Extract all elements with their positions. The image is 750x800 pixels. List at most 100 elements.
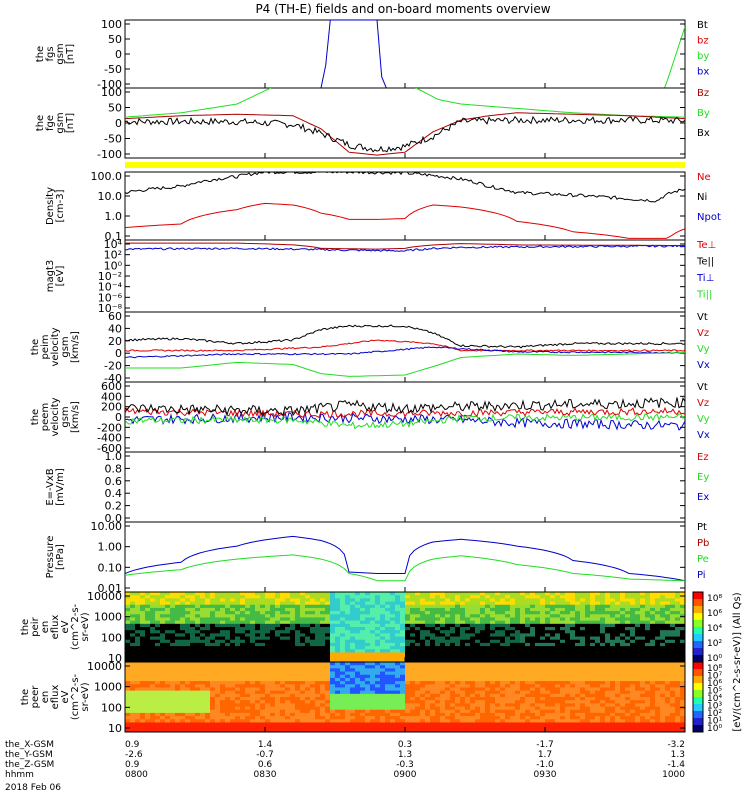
- spectrogram-cell: [270, 630, 276, 634]
- spectrogram-cell: [180, 614, 186, 618]
- spectrogram-cell: [475, 706, 481, 711]
- spectrogram-cell: [365, 712, 371, 717]
- spectrogram-cell: [535, 620, 541, 625]
- spectrogram-cell: [490, 725, 496, 730]
- spectrogram-cell: [215, 722, 221, 727]
- spectrogram-cell: [350, 636, 356, 641]
- spectrogram-cell: [400, 623, 406, 628]
- spectrogram-cell: [450, 712, 456, 717]
- spectrogram-cell: [540, 620, 546, 625]
- spectrogram-cell: [240, 639, 246, 644]
- spectrogram-cell: [605, 614, 611, 618]
- spectrogram-cell: [465, 652, 471, 657]
- spectrogram-cell: [490, 614, 496, 618]
- spectrogram-cell: [195, 662, 201, 666]
- spectrogram-cell: [280, 623, 286, 628]
- spectrogram-cell: [210, 662, 216, 666]
- spectrogram-cell: [390, 601, 396, 606]
- spectrogram-cell: [555, 646, 561, 650]
- spectrogram-cell: [600, 627, 606, 631]
- spectrogram-cell: [200, 681, 206, 685]
- spectrogram-cell: [265, 722, 271, 727]
- spectrogram-cell: [245, 633, 251, 637]
- spectrogram-cell: [350, 630, 356, 634]
- spectrogram-cell: [485, 646, 491, 650]
- spectrogram-cell: [265, 662, 271, 666]
- spectrogram-cell: [310, 614, 316, 618]
- spectrogram-cell: [300, 706, 306, 711]
- spectrogram-cell: [320, 604, 326, 609]
- spectrogram-cell: [515, 719, 521, 723]
- spectrogram-cell: [205, 642, 211, 647]
- spectrogram-cell: [185, 712, 191, 717]
- spectrogram-cell: [140, 690, 146, 695]
- spectrogram-cell: [385, 627, 391, 631]
- spectrogram-cell: [170, 674, 176, 679]
- spectrogram-cell: [245, 709, 251, 714]
- spectrogram-cell: [250, 639, 256, 644]
- spectrogram-cell: [600, 665, 606, 669]
- spectrogram-cell: [610, 690, 616, 695]
- spectrogram-cell: [550, 636, 556, 641]
- spectrogram-cell: [480, 630, 486, 634]
- spectrogram-cell: [645, 633, 651, 637]
- spectrogram-cell: [525, 677, 531, 682]
- spectrogram-cell: [275, 652, 281, 657]
- spectrogram-cell: [325, 700, 331, 704]
- y-tick-label: 400: [101, 390, 122, 403]
- spectrogram-cell: [295, 681, 301, 685]
- spectrogram-cell: [465, 687, 471, 692]
- spectrogram-cell: [390, 728, 396, 733]
- spectrogram-cell: [555, 719, 561, 723]
- spectrogram-cell: [655, 623, 661, 628]
- spectrogram-cell: [365, 595, 371, 599]
- spectrogram-cell: [230, 633, 236, 637]
- spectrogram-cell: [240, 677, 246, 682]
- spectrogram-cell: [465, 595, 471, 599]
- spectrogram-cell: [355, 655, 361, 660]
- legend-entry: Ez: [697, 452, 709, 463]
- spectrogram-cell: [305, 684, 311, 688]
- spectrogram-cell: [615, 592, 621, 596]
- spectrogram-cell: [670, 604, 676, 609]
- spectrogram-cell: [375, 598, 381, 602]
- spectrogram-cell: [325, 687, 331, 692]
- spectrogram-cell: [155, 652, 161, 657]
- spectrogram-cell: [370, 614, 376, 618]
- spectrogram-cell: [130, 630, 136, 634]
- spectrogram-cell: [345, 722, 351, 727]
- spectrogram-cell: [145, 592, 151, 596]
- spectrogram-cell: [615, 662, 621, 666]
- spectrogram-cell: [570, 611, 576, 615]
- spectrogram-cell: [235, 693, 241, 698]
- spectrogram-cell: [560, 627, 566, 631]
- spectrogram-cell: [160, 627, 166, 631]
- spectrogram-cell: [155, 709, 161, 714]
- spectrogram-cell: [375, 697, 381, 701]
- spectrogram-cell: [365, 677, 371, 682]
- spectrogram-cell: [210, 601, 216, 606]
- spectrogram-cell: [400, 709, 406, 714]
- spectrogram-cell: [275, 706, 281, 711]
- spectrogram-cell: [435, 607, 441, 612]
- spectrogram-cell: [575, 611, 581, 615]
- spectrogram-cell: [440, 665, 446, 669]
- spectrogram-cell: [655, 611, 661, 615]
- spectrogram-cell: [525, 674, 531, 679]
- spectrogram-cell: [525, 592, 531, 596]
- y-tick-label: 0: [115, 48, 122, 61]
- spectrogram-cell: [500, 668, 506, 672]
- spectrogram-cell: [635, 611, 641, 615]
- spectrogram-cell: [460, 712, 466, 717]
- spectrogram-cell: [560, 706, 566, 711]
- spectrogram-cell: [285, 623, 291, 628]
- spectrogram-cell: [185, 684, 191, 688]
- series-group: [125, 88, 685, 156]
- spectrogram-cell: [470, 693, 476, 698]
- spectrogram-cell: [425, 662, 431, 666]
- spectrogram-cell: [300, 677, 306, 682]
- y-tick-label: 0.6: [105, 475, 123, 488]
- spectrogram-cell: [355, 627, 361, 631]
- y-tick-label: 10000: [87, 590, 122, 603]
- spectrogram-cell: [400, 620, 406, 625]
